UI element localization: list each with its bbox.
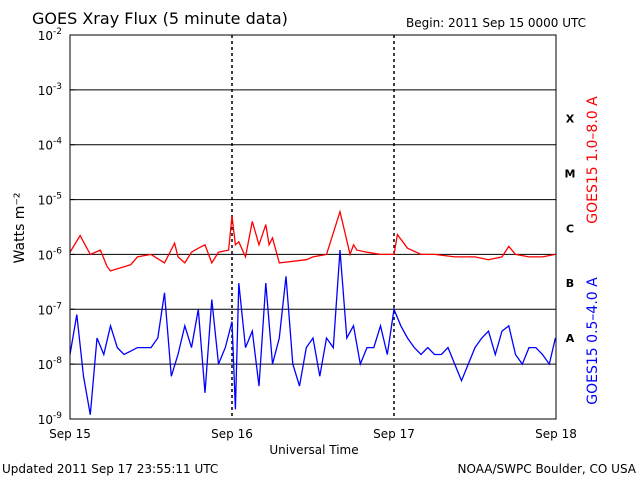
x-axis-label: Universal Time bbox=[269, 443, 358, 457]
y-tick-label-5: 10-4 bbox=[38, 137, 63, 153]
begin-label: Begin: 2011 Sep 15 0000 UTC bbox=[406, 16, 586, 30]
updated-timestamp: Updated 2011 Sep 17 23:55:11 UTC bbox=[2, 462, 218, 476]
x-tick-label-3: Sep 18 bbox=[535, 427, 577, 441]
y-tick-label-2: 10-7 bbox=[38, 301, 62, 317]
y-axis-ticks: 10-9 10-8 10-7 10-6 10-5 10-4 10-3 10-2 bbox=[38, 27, 75, 427]
legend-short-channel: GOES15 0.5–4.0 A bbox=[585, 277, 601, 405]
y-tick-label-1: 10-8 bbox=[38, 356, 63, 372]
flare-class-labels: A B C M X bbox=[565, 113, 576, 345]
x-tick-label-0: Sep 15 bbox=[49, 427, 91, 441]
series-line-1 bbox=[69, 250, 557, 415]
plot-frame bbox=[69, 34, 557, 420]
series-layer bbox=[69, 209, 557, 415]
flare-class-x: X bbox=[566, 113, 575, 126]
flare-class-c: C bbox=[566, 222, 574, 235]
y-axis-label: Watts m⁻² bbox=[12, 193, 28, 264]
x-axis-ticks: Sep 15 Sep 16 Sep 17 Sep 18 bbox=[49, 427, 577, 441]
flare-class-b: B bbox=[566, 277, 574, 290]
series-line-0 bbox=[69, 209, 556, 272]
credit-label: NOAA/SWPC Boulder, CO USA bbox=[458, 462, 637, 476]
flare-class-m: M bbox=[565, 167, 576, 180]
y-tick-label-4: 10-5 bbox=[38, 192, 62, 208]
flare-class-a: A bbox=[566, 332, 575, 345]
x-tick-label-1: Sep 16 bbox=[211, 427, 253, 441]
y-tick-label-7: 10-2 bbox=[38, 27, 62, 43]
x-tick-label-2: Sep 17 bbox=[373, 427, 415, 441]
legend-long-channel: GOES15 1.0–8.0 A bbox=[585, 96, 601, 224]
y-tick-label-0: 10-9 bbox=[38, 411, 63, 427]
chart-title: GOES Xray Flux (5 minute data) bbox=[32, 9, 288, 28]
y-tick-label-3: 10-6 bbox=[38, 246, 63, 262]
y-tick-label-6: 10-3 bbox=[38, 82, 62, 98]
